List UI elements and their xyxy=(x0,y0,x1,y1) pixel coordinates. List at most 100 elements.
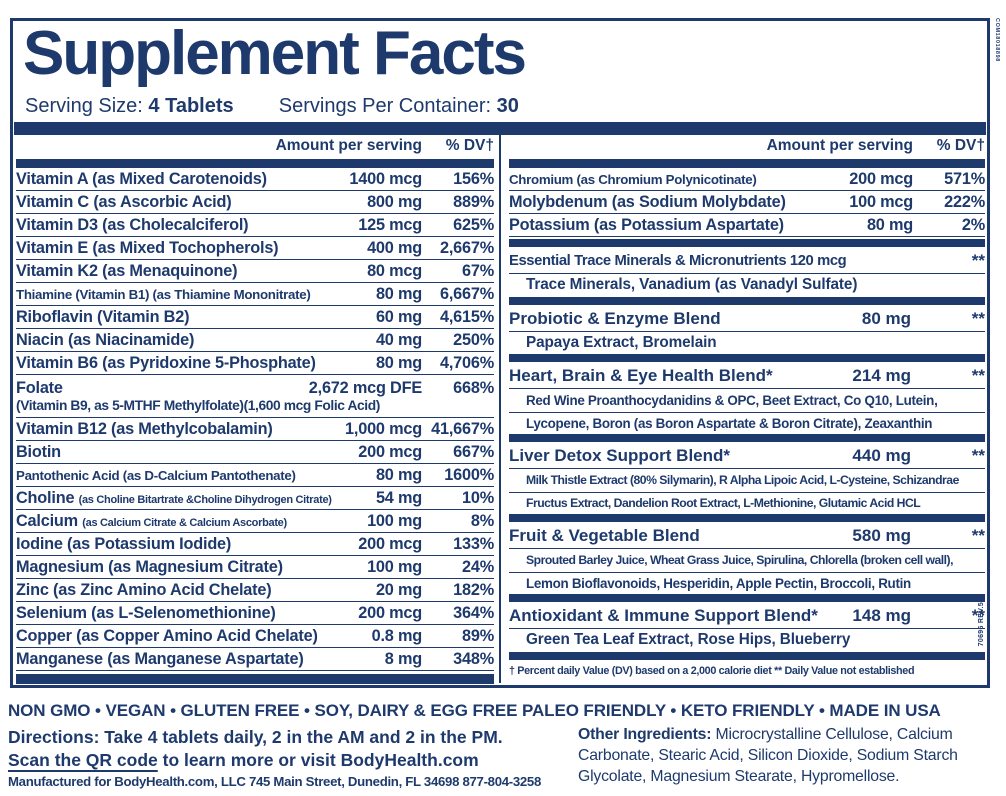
blend-sub-ingredients: Sprouted Barley Juice, Wheat Grass Juice… xyxy=(526,553,954,568)
nutrient-row: Selenium (as L-Selenomethionine) 200 mcg 3… xyxy=(16,602,494,625)
nutrient-amount: 200 mcg xyxy=(358,603,422,622)
dv-header: % DV† xyxy=(445,137,494,154)
other-ingredients-list: Microcrystalline Cellulose, Calcium Carb… xyxy=(578,726,958,785)
nutrient-name-detail: (as Choline Bitartrate &Choline Dihydrog… xyxy=(78,493,332,506)
nutrient-row: Thiamine (Vitamin B1) (as Thiamine Monon… xyxy=(16,283,494,306)
blend-header: Essential Trace Minerals & Micronutrient… xyxy=(509,249,985,274)
nutrient-amount: 400 mg xyxy=(367,238,422,257)
blend-section: Essential Trace Minerals & Micronutrient… xyxy=(509,249,985,305)
scan-qr-line: Scan the QR code to learn more or visit … xyxy=(8,750,479,771)
nutrient-row: Vitamin E (as Mixed Tochopherols) 400 mg 2… xyxy=(16,237,494,260)
blend-name: Liver Detox Support Blend* xyxy=(509,446,731,465)
blend-name: Heart, Brain & Eye Health Blend* xyxy=(509,366,773,385)
nutrient-dv: 668% xyxy=(453,379,494,397)
nutrient-dv: 41,667% xyxy=(431,419,494,438)
blend-dv: ** xyxy=(971,606,985,625)
blend-header: Fruit & Vegetable Blend 580 mg ** xyxy=(509,524,985,549)
nutrient-dv: 667% xyxy=(453,442,494,461)
nutrient-dv: 2,667% xyxy=(439,238,494,257)
nutrient-row: Choline (as Choline Bitartrate &Choline … xyxy=(16,487,494,510)
blend-amount: 148 mg xyxy=(852,606,911,625)
blend-sub-ingredients: Lycopene, Boron (as Boron Aspartate & Bo… xyxy=(509,411,985,435)
nutrient-name: Zinc (as Zinc Amino Acid Chelate) xyxy=(16,580,272,599)
nutrient-dv: 89% xyxy=(462,626,494,645)
section-rule-bar xyxy=(509,354,985,362)
nutrient-name: Copper (as Copper Amino Acid Chelate) xyxy=(16,626,318,645)
blend-sub-ingredients: Green Tea Leaf Extract, Rose Hips, Blueb… xyxy=(526,631,851,649)
blend-dv: ** xyxy=(971,446,985,465)
nutrient-amount: 60 mg xyxy=(375,307,422,326)
nutrient-name: Folate xyxy=(16,379,63,397)
nutrient-name: Vitamin C (as Ascorbic Acid) xyxy=(16,192,232,211)
nutrient-amount: 100 mg xyxy=(367,557,422,576)
nutrient-rows-right: Chromium (as Chromium Polynicotinate) 200… xyxy=(509,168,985,237)
blend-amount: 580 mg xyxy=(852,526,911,545)
blend-dv: ** xyxy=(971,526,985,545)
nutrient-dv: 571% xyxy=(944,169,985,188)
nutrient-dv: 250% xyxy=(453,330,494,349)
nutrient-amount: 1,000 mcg xyxy=(345,419,422,438)
nutrient-name: Niacin (as Niacinamide) xyxy=(16,330,195,349)
other-ingredients: Other Ingredients: Microcrystalline Cell… xyxy=(578,724,970,787)
blend-sub-ingredients: Fructus Extract, Dandelion Root Extract,… xyxy=(509,491,985,515)
blend-section: Heart, Brain & Eye Health Blend* 214 mg **… xyxy=(509,364,985,442)
servings-per-container-value: 30 xyxy=(496,95,519,117)
nutrient-row: Potassium (as Potassium Aspartate) 80 mg 2… xyxy=(509,214,985,237)
blend-header: Heart, Brain & Eye Health Blend* 214 mg ** xyxy=(509,364,985,389)
nutrient-row: Zinc (as Zinc Amino Acid Chelate) 20 mg 18… xyxy=(16,579,494,602)
nutrients-column-left: Amount per serving % DV† Vitamin A (as M… xyxy=(16,135,494,684)
nutrient-row-line: Folate 2,672 mcg DFE 668% xyxy=(16,379,494,398)
blend-name: Essential Trace Minerals & Micronutrient… xyxy=(509,253,847,269)
nutrient-row: Vitamin B12 (as Methylcobalamin) 1,000 mc… xyxy=(16,418,494,441)
nutrient-amount: 100 mg xyxy=(367,511,422,530)
nutrient-row: Iodine (as Potassium Iodide) 200 mcg 133% xyxy=(16,533,494,556)
blend-sub-ingredients: Papaya Extract, Bromelain xyxy=(526,333,717,351)
blend-header: Antioxidant & Immune Support Blend* 148 m… xyxy=(509,604,985,629)
section-rule-bar xyxy=(509,514,985,522)
blend-amount: 80 mg xyxy=(861,308,911,328)
blend-section: Liver Detox Support Blend* 440 mg ** Milk T… xyxy=(509,444,985,522)
nutrient-amount: 54 mg xyxy=(375,488,422,507)
blend-amount: 440 mg xyxy=(852,446,911,465)
nutrient-name: Vitamin D3 (as Cholecalciferol) xyxy=(16,215,249,234)
section-rule-bar xyxy=(509,296,985,305)
nutrient-row: Copper (as Copper Amino Acid Chelate) 0.8… xyxy=(16,625,494,648)
blend-header: Probiotic & Enzyme Blend 80 mg ** xyxy=(509,307,985,332)
serving-size-label: Serving Size: xyxy=(25,95,143,117)
nutrient-row: Magnesium (as Magnesium Citrate) 100 mg 24… xyxy=(16,556,494,579)
blend-header: Liver Detox Support Blend* 440 mg ** xyxy=(509,444,985,469)
section-rule-bar xyxy=(509,239,985,247)
nutrient-name: Vitamin K2 (as Menaquinone) xyxy=(16,261,238,280)
nutrient-row: Riboflavin (Vitamin B2) 60 mg 4,615% xyxy=(16,306,494,329)
nutrient-row: Biotin 200 mcg 667% xyxy=(16,441,494,464)
blend-name: Probiotic & Enzyme Blend xyxy=(509,308,721,328)
nutrient-name: Vitamin A (as Mixed Carotenoids) xyxy=(16,169,267,188)
nutrient-name: Iodine (as Potassium Iodide) xyxy=(16,534,232,553)
nutrient-dv: 24% xyxy=(462,557,494,576)
nutrient-amount: 80 mg xyxy=(375,353,422,372)
column-header: Amount per serving % DV† xyxy=(16,135,494,157)
blend-section: Fruit & Vegetable Blend 580 mg ** Sprouted … xyxy=(509,524,985,602)
servings-per-container-label: Servings Per Container: xyxy=(278,95,492,117)
nutrient-row: Vitamin A (as Mixed Carotenoids) 1400 mcg… xyxy=(16,168,494,191)
nutrient-dv: 8% xyxy=(470,511,494,530)
nutrient-dv: 6,667% xyxy=(439,284,494,303)
nutrient-amount: 40 mg xyxy=(375,330,422,349)
blend-dv: ** xyxy=(971,308,985,328)
nutrient-dv: 156% xyxy=(453,169,494,188)
nutrient-amount: 80 mg xyxy=(866,215,913,234)
dv-header: % DV† xyxy=(936,137,985,154)
blend-name: Antioxidant & Immune Support Blend* xyxy=(509,606,818,625)
nutrient-name: Selenium (as L-Selenomethionine) xyxy=(16,603,276,622)
nutrient-row: Folate 2,672 mcg DFE 668% (Vitamin B9, as 5… xyxy=(16,375,494,418)
nutrient-row: Manganese (as Manganese Aspartate) 8 mg 34… xyxy=(16,648,494,671)
nutrient-name: Manganese (as Manganese Aspartate) xyxy=(16,649,304,668)
nutrient-row: Chromium (as Chromium Polynicotinate) 200… xyxy=(509,168,985,191)
vertical-code-top: COM18018898 xyxy=(994,18,1000,62)
nutrient-name: Magnesium (as Magnesium Citrate) xyxy=(16,557,283,576)
nutrient-name-detail: (as Calcium Citrate & Calcium Ascorbate) xyxy=(82,516,287,529)
nutrient-dv: 4,615% xyxy=(439,307,494,326)
nutrient-dv: 889% xyxy=(453,192,494,211)
nutrient-name: Pantothenic Acid (as D-Calcium Pantothen… xyxy=(16,467,296,483)
other-ingredients-label: Other Ingredients: xyxy=(578,726,712,743)
